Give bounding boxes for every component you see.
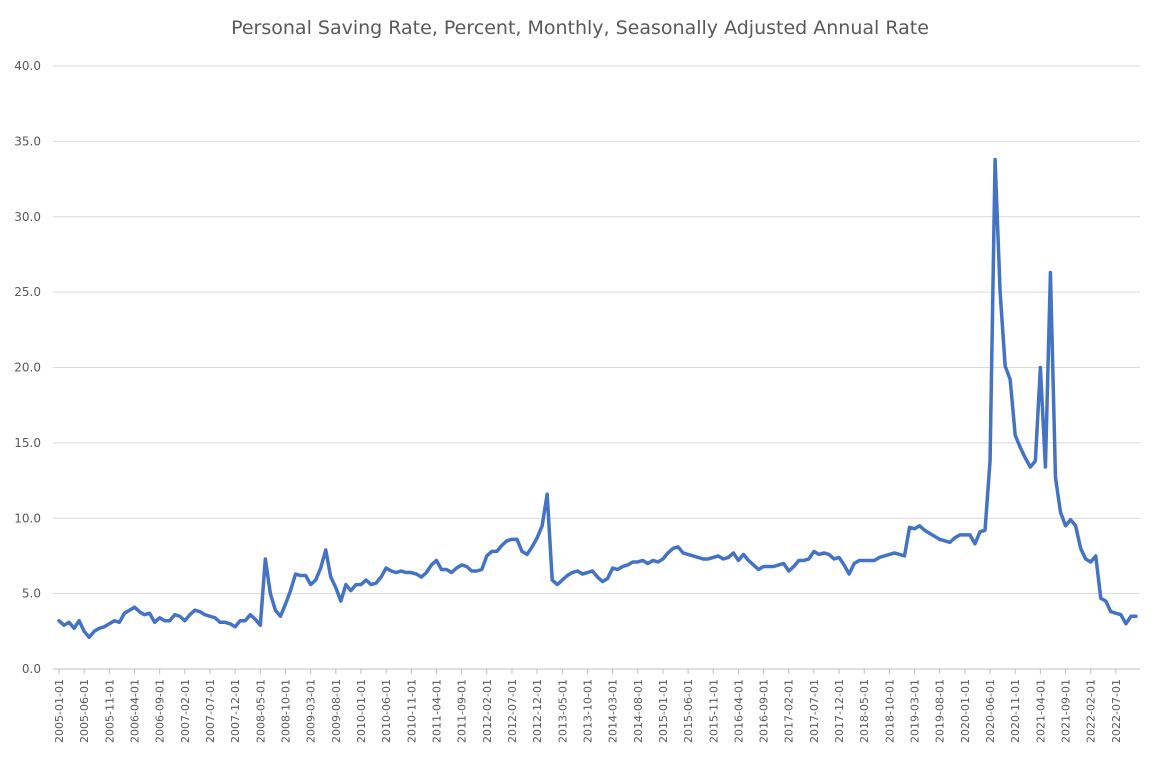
x-tick-label: 2020-01-01 <box>959 679 972 743</box>
x-tick-label: 2005-06-01 <box>78 679 91 743</box>
y-tick-label: 40.0 <box>14 59 41 73</box>
x-tick-label: 2016-09-01 <box>758 679 771 743</box>
x-tick-label: 2007-07-01 <box>204 679 217 743</box>
x-tick-label: 2009-08-01 <box>330 679 343 743</box>
x-tick-label: 2005-01-01 <box>53 679 66 743</box>
x-tick-label: 2021-04-01 <box>1034 679 1047 743</box>
x-tick-label: 2009-03-01 <box>305 679 318 743</box>
x-tick-label: 2018-05-01 <box>858 679 871 743</box>
x-tick-label: 2017-12-01 <box>833 679 846 743</box>
gridlines <box>53 65 1140 595</box>
x-tick-label: 2018-10-01 <box>883 679 896 743</box>
x-tick-label: 2010-01-01 <box>355 679 368 743</box>
x-tick-label: 2022-02-01 <box>1085 679 1098 743</box>
x-tick-label: 2005-11-01 <box>103 679 116 743</box>
x-tick-label: 2010-06-01 <box>380 679 393 743</box>
x-tick-label: 2015-01-01 <box>657 679 670 743</box>
x-tick-label: 2007-12-01 <box>229 679 242 743</box>
x-tick-label: 2020-06-01 <box>984 679 997 743</box>
x-tick-label: 2006-04-01 <box>128 679 141 743</box>
y-tick-label: 5.0 <box>22 587 41 601</box>
x-tick-label: 2011-09-01 <box>456 679 469 743</box>
y-axis-tick-labels: 0.0 5.0 10.0 15.0 20.0 25.0 30.0 35.0 40.0 <box>14 59 41 676</box>
x-tick-label: 2019-03-01 <box>909 679 922 743</box>
x-tick-label: 2015-11-01 <box>707 679 720 743</box>
x-tick-label: 2017-02-01 <box>783 679 796 743</box>
x-axis-tick-labels: 2005-01-01 2005-06-01 2005-11-01 2006-04-01… <box>53 679 1123 743</box>
x-tick-label: 2006-09-01 <box>154 679 167 743</box>
x-tick-label: 2010-11-01 <box>405 679 418 743</box>
x-tick-label: 2015-06-01 <box>682 679 695 743</box>
x-tick-label: 2011-04-01 <box>430 679 443 743</box>
x-tick-label: 2008-05-01 <box>254 679 267 743</box>
x-tick-label: 2022-07-01 <box>1110 679 1123 743</box>
x-tick-label: 2017-07-01 <box>808 679 821 743</box>
y-tick-label: 30.0 <box>14 210 41 224</box>
x-tick-label: 2014-08-01 <box>632 679 645 743</box>
x-tick-label: 2016-04-01 <box>732 679 745 743</box>
series-group <box>57 157 1138 640</box>
y-tick-label: 0.0 <box>22 662 41 676</box>
x-tick-label: 2007-02-01 <box>179 679 192 743</box>
x-tick-label: 2012-12-01 <box>531 679 544 743</box>
y-tick-label: 35.0 <box>14 134 41 148</box>
y-tick-label: 15.0 <box>14 436 41 450</box>
x-tick-label: 2019-08-01 <box>934 679 947 743</box>
x-tick-label: 2020-11-01 <box>1009 679 1022 743</box>
y-tick-label: 10.0 <box>14 511 41 525</box>
y-tick-label: 25.0 <box>14 285 41 299</box>
x-axis <box>53 668 1140 674</box>
x-tick-label: 2012-07-01 <box>506 679 519 743</box>
x-tick-label: 2021-09-01 <box>1060 679 1073 743</box>
x-tick-label: 2013-05-01 <box>556 679 569 743</box>
y-tick-label: 20.0 <box>14 361 41 375</box>
x-tick-label: 2012-02-01 <box>481 679 494 743</box>
x-tick-label: 2008-10-01 <box>279 679 292 743</box>
saving-rate-line <box>57 157 1138 640</box>
x-tick-label: 2014-03-01 <box>607 679 620 743</box>
chart-title: Personal Saving Rate, Percent, Monthly, … <box>231 17 929 39</box>
x-tick-label: 2013-10-01 <box>581 679 594 743</box>
